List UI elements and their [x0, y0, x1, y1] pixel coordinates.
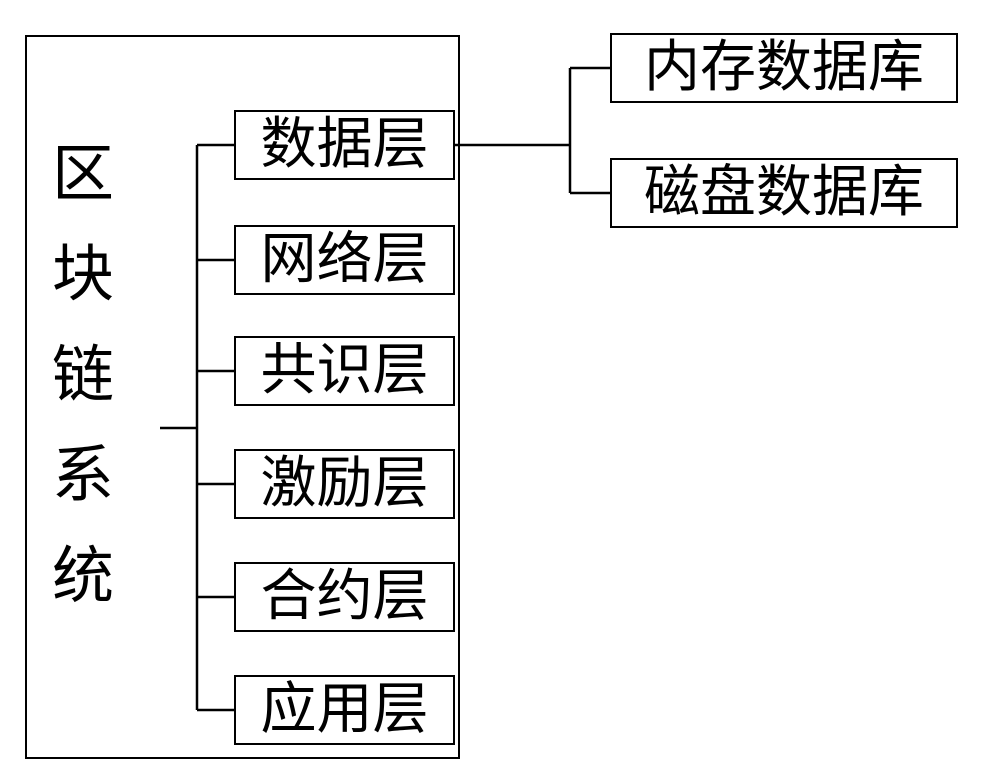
root-label: 区 块 链 系 统 [52, 125, 114, 627]
layer-label: 数据层 [261, 117, 429, 173]
layer-data: 数据层 [234, 110, 455, 180]
root-char: 链 [52, 326, 114, 426]
layer-incentive: 激励层 [234, 449, 455, 519]
layer-network: 网络层 [234, 225, 455, 295]
db-label: 内存数据库 [644, 40, 924, 96]
layer-app: 应用层 [234, 675, 455, 745]
db-label: 磁盘数据库 [644, 165, 924, 221]
layer-label: 网络层 [261, 232, 429, 288]
layer-label: 应用层 [261, 682, 429, 738]
root-char: 统 [52, 527, 114, 627]
layer-label: 合约层 [261, 569, 429, 625]
layer-contract: 合约层 [234, 562, 455, 632]
db-disk: 磁盘数据库 [610, 158, 958, 228]
root-char: 区 [52, 125, 114, 225]
layer-consensus: 共识层 [234, 336, 455, 406]
layer-label: 共识层 [261, 343, 429, 399]
layer-label: 激励层 [261, 456, 429, 512]
db-memory: 内存数据库 [610, 33, 958, 103]
root-char: 系 [52, 426, 114, 526]
blockchain-architecture-diagram: 区 块 链 系 统 数据层 网络层 共识层 激励层 合约层 应用层 内存数据库 … [0, 0, 1000, 781]
root-char: 块 [52, 225, 114, 325]
